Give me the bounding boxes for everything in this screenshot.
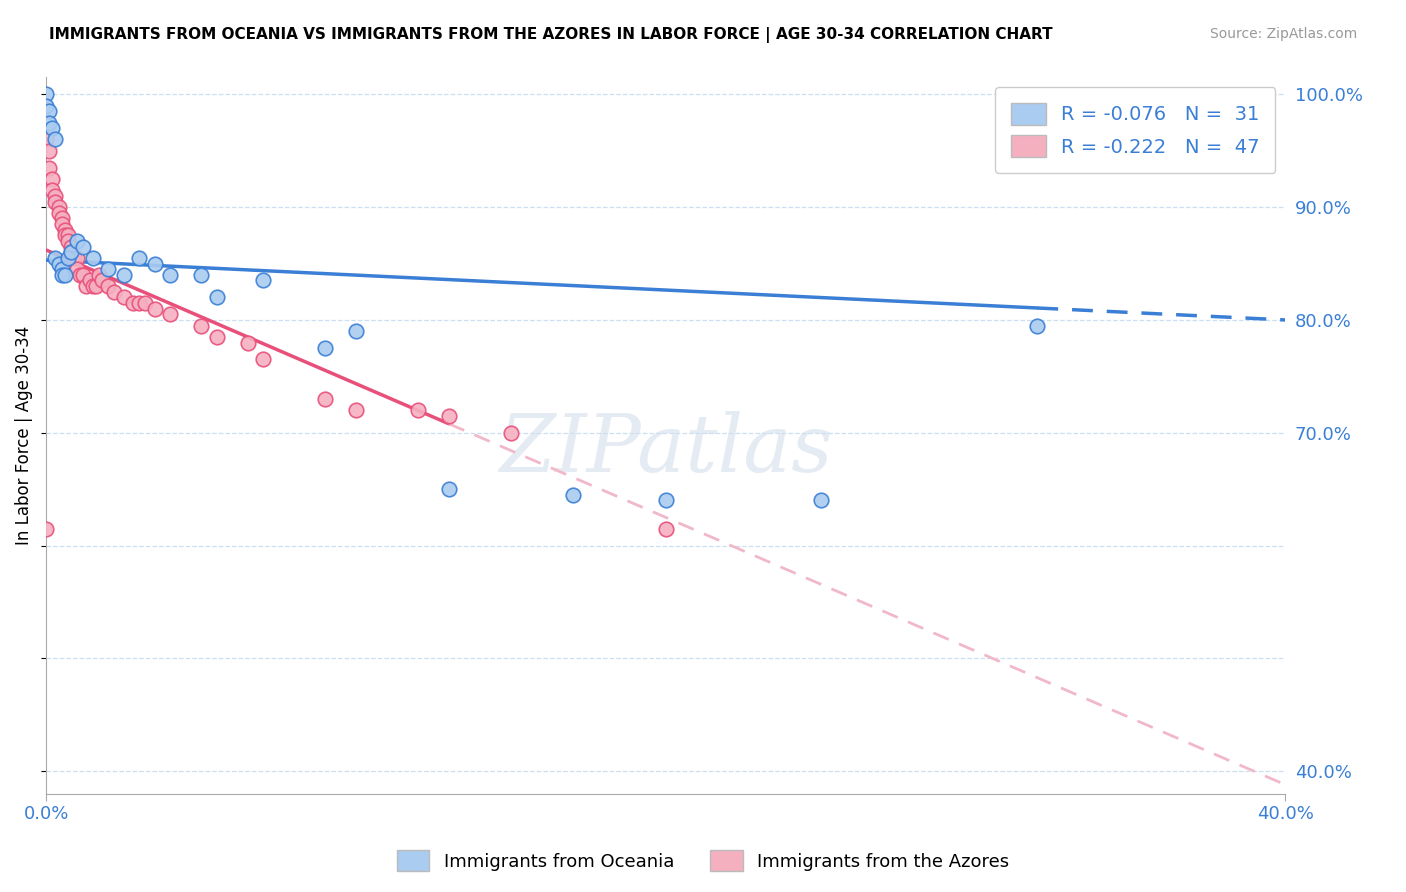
- Point: [236, 335, 259, 350]
- Point: [128, 251, 150, 265]
- Point: [72, 268, 94, 282]
- Point: [48, 256, 70, 270]
- Point: [190, 268, 212, 282]
- Point: [437, 409, 460, 423]
- Point: [205, 290, 228, 304]
- Point: [344, 324, 367, 338]
- Point: [82, 279, 104, 293]
- Point: [252, 273, 274, 287]
- Point: [44, 194, 66, 209]
- Point: [128, 296, 150, 310]
- Point: [35, 98, 58, 112]
- Legend: R = -0.076   N =  31, R = -0.222   N =  47: R = -0.076 N = 31, R = -0.222 N = 47: [995, 87, 1275, 173]
- Point: [59, 239, 82, 253]
- Point: [69, 268, 91, 282]
- Point: [51, 211, 73, 226]
- Point: [499, 425, 522, 440]
- Point: [190, 318, 212, 333]
- Point: [41, 183, 63, 197]
- Point: [84, 279, 107, 293]
- Point: [56, 228, 79, 243]
- Point: [103, 285, 125, 299]
- Point: [75, 279, 97, 293]
- Point: [314, 341, 336, 355]
- Point: [51, 268, 73, 282]
- Point: [41, 121, 63, 136]
- Point: [44, 251, 66, 265]
- Point: [56, 251, 79, 265]
- Text: IMMIGRANTS FROM OCEANIA VS IMMIGRANTS FROM THE AZORES IN LABOR FORCE | AGE 30-34: IMMIGRANTS FROM OCEANIA VS IMMIGRANTS FR…: [49, 27, 1053, 43]
- Point: [97, 262, 120, 277]
- Point: [35, 522, 58, 536]
- Point: [122, 296, 145, 310]
- Y-axis label: In Labor Force | Age 30-34: In Labor Force | Age 30-34: [15, 326, 32, 545]
- Text: Source: ZipAtlas.com: Source: ZipAtlas.com: [1209, 27, 1357, 41]
- Point: [82, 251, 104, 265]
- Point: [66, 234, 89, 248]
- Point: [66, 262, 89, 277]
- Text: ZIPatlas: ZIPatlas: [499, 411, 832, 489]
- Point: [51, 262, 73, 277]
- Point: [314, 392, 336, 406]
- Point: [654, 493, 676, 508]
- Point: [112, 268, 135, 282]
- Point: [35, 87, 58, 102]
- Point: [44, 132, 66, 146]
- Point: [143, 256, 166, 270]
- Point: [41, 172, 63, 186]
- Point: [252, 352, 274, 367]
- Point: [53, 223, 76, 237]
- Point: [406, 403, 429, 417]
- Point: [561, 488, 583, 502]
- Point: [35, 132, 58, 146]
- Point: [48, 200, 70, 214]
- Point: [159, 268, 181, 282]
- Point: [38, 104, 60, 119]
- Point: [59, 245, 82, 260]
- Point: [79, 273, 101, 287]
- Point: [1026, 318, 1049, 333]
- Point: [44, 189, 66, 203]
- Point: [38, 144, 60, 158]
- Point: [437, 482, 460, 496]
- Point: [38, 161, 60, 175]
- Point: [97, 279, 120, 293]
- Point: [112, 290, 135, 304]
- Point: [51, 217, 73, 231]
- Point: [159, 307, 181, 321]
- Point: [143, 301, 166, 316]
- Point: [72, 239, 94, 253]
- Point: [53, 268, 76, 282]
- Point: [344, 403, 367, 417]
- Point: [48, 206, 70, 220]
- Point: [63, 251, 86, 265]
- Point: [205, 330, 228, 344]
- Point: [654, 522, 676, 536]
- Point: [810, 493, 832, 508]
- Point: [91, 273, 114, 287]
- Point: [53, 228, 76, 243]
- Point: [56, 234, 79, 248]
- Point: [87, 268, 110, 282]
- Point: [134, 296, 156, 310]
- Point: [66, 251, 89, 265]
- Point: [59, 245, 82, 260]
- Point: [38, 115, 60, 129]
- Legend: Immigrants from Oceania, Immigrants from the Azores: Immigrants from Oceania, Immigrants from…: [389, 843, 1017, 879]
